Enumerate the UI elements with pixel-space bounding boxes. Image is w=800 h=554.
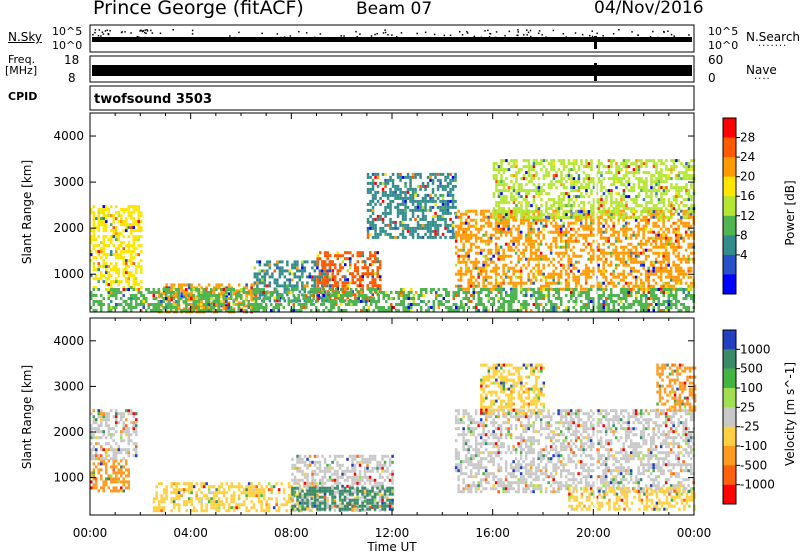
velocity-ytick-0: 4000 [53, 334, 84, 348]
x-tick-1: 04:00 [173, 526, 208, 540]
nsky-tick-low: 10^0 [52, 39, 82, 52]
velocity-colorbar-swatch-5 [723, 426, 736, 447]
power-ytick-0: 4000 [53, 129, 84, 143]
power-colorbar-swatch-2 [723, 157, 736, 177]
freq-label: Freq. [8, 53, 36, 66]
power-colorbar-swatch-0 [723, 118, 736, 138]
power-colorbar-tick-6: 4 [740, 248, 748, 262]
nave-tick-high: 60 [708, 53, 723, 67]
power-colorbar-swatch-1 [723, 137, 736, 158]
velocity-colorbar-tick-6: -500 [740, 458, 767, 472]
cpid-value: twofsound 3503 [94, 92, 213, 107]
velocity-colorbar-tick-4: -25 [740, 420, 760, 434]
velocity-colorbar-swatch-4 [723, 407, 736, 427]
power-colorbar-label: Power [dB] [783, 180, 797, 245]
power-colorbar-swatch-5 [723, 215, 736, 236]
nsearch-tick-high: 10^5 [708, 25, 738, 38]
nsearch-tick-low: 10^0 [708, 39, 738, 52]
cpid-label: CPID [8, 90, 38, 103]
power-ytick-2: 2000 [53, 221, 84, 235]
nsky-panel: 10^5 10^0 10^5 10^0 [52, 24, 738, 53]
power-ylabel: Slant Range [km] [20, 160, 34, 264]
power-ytick-1: 3000 [53, 175, 84, 189]
x-tick-5: 20:00 [576, 526, 611, 540]
nave-tick-low: 0 [708, 71, 716, 85]
velocity-ytick-2: 2000 [53, 425, 84, 439]
velocity-colorbar-swatch-3 [723, 388, 736, 408]
x-tick-4: 16:00 [475, 526, 510, 540]
velocity-colorbar-swatch-7 [723, 465, 736, 485]
power-colorbar-tick-2: 20 [740, 170, 755, 184]
freq-unit: [MHz] [5, 64, 38, 77]
x-tick-3: 12:00 [375, 526, 410, 540]
nave-dots: ···· [754, 74, 771, 85]
velocity-colorbar-label: Velocity [m s^-1] [783, 362, 797, 466]
velocity-colorbar-tick-0: 1000 [740, 342, 771, 356]
chart-title: Prince George (fitACF) [93, 0, 304, 19]
velocity-colorbar-swatch-8 [723, 484, 736, 505]
velocity-colorbar-swatch-6 [723, 446, 736, 466]
freq-panel: 18 8 60 0 [64, 53, 723, 85]
velocity-ylabel: Slant Range [km] [20, 365, 34, 469]
velocity-colorbar-tick-7: -1000 [740, 478, 775, 492]
velocity-colorbar-swatch-0 [723, 330, 736, 350]
nsky-label: N.Sky [8, 30, 43, 44]
x-tick-2: 08:00 [274, 526, 309, 540]
freq-tick-low: 8 [68, 71, 76, 85]
power-colorbar-swatch-7 [723, 254, 736, 275]
power-colorbar-swatch-3 [723, 176, 736, 197]
freq-tick-high: 18 [64, 53, 79, 67]
power-panel: 4000 3000 2000 1000 Slant Range [km] [20, 112, 696, 314]
x-tick-6: 00:00 [677, 526, 712, 540]
power-colorbar-tick-3: 16 [740, 189, 755, 203]
power-colorbar-tick-1: 24 [740, 150, 755, 164]
power-colorbar-tick-4: 12 [740, 209, 755, 223]
x-tick-0: 00:00 [73, 526, 108, 540]
velocity-colorbar-swatch-1 [723, 349, 736, 369]
velocity-colorbar-tick-5: -100 [740, 439, 767, 453]
nsearch-label: N.Search [746, 30, 800, 44]
velocity-ytick-1: 3000 [53, 379, 84, 393]
velocity-colorbar-tick-2: 100 [740, 381, 763, 395]
velocity-panel: 4000 3000 2000 1000 Slant Range [km] [20, 317, 697, 516]
x-axis-label: Time UT [366, 540, 417, 554]
nsky-tick-high: 10^5 [52, 25, 82, 38]
velocity-colorbar-swatch-2 [723, 368, 736, 389]
power-colorbar-swatch-6 [723, 235, 736, 256]
nave-label: Nave [746, 63, 777, 77]
velocity-ytick-3: 1000 [53, 471, 84, 485]
velocity-colorbar: 1000 500 100 25 -25 -100 -500 -1000 Velocity [m… [722, 329, 797, 505]
power-colorbar-tick-0: 28 [740, 131, 755, 145]
velocity-colorbar-tick-3: 25 [740, 400, 755, 414]
cpid-panel [89, 85, 695, 111]
date-label: 04/Nov/2016 [594, 0, 704, 18]
power-colorbar: 28 24 20 16 12 8 4 Power [dB] [722, 117, 797, 295]
power-ytick-3: 1000 [53, 267, 84, 281]
power-colorbar-swatch-4 [723, 196, 736, 217]
nsearch-dots: ······· [758, 41, 788, 52]
velocity-colorbar-tick-1: 500 [740, 362, 763, 376]
power-colorbar-tick-5: 8 [740, 228, 748, 242]
power-colorbar-swatch-8 [723, 274, 736, 295]
beam-label: Beam 07 [356, 0, 433, 19]
